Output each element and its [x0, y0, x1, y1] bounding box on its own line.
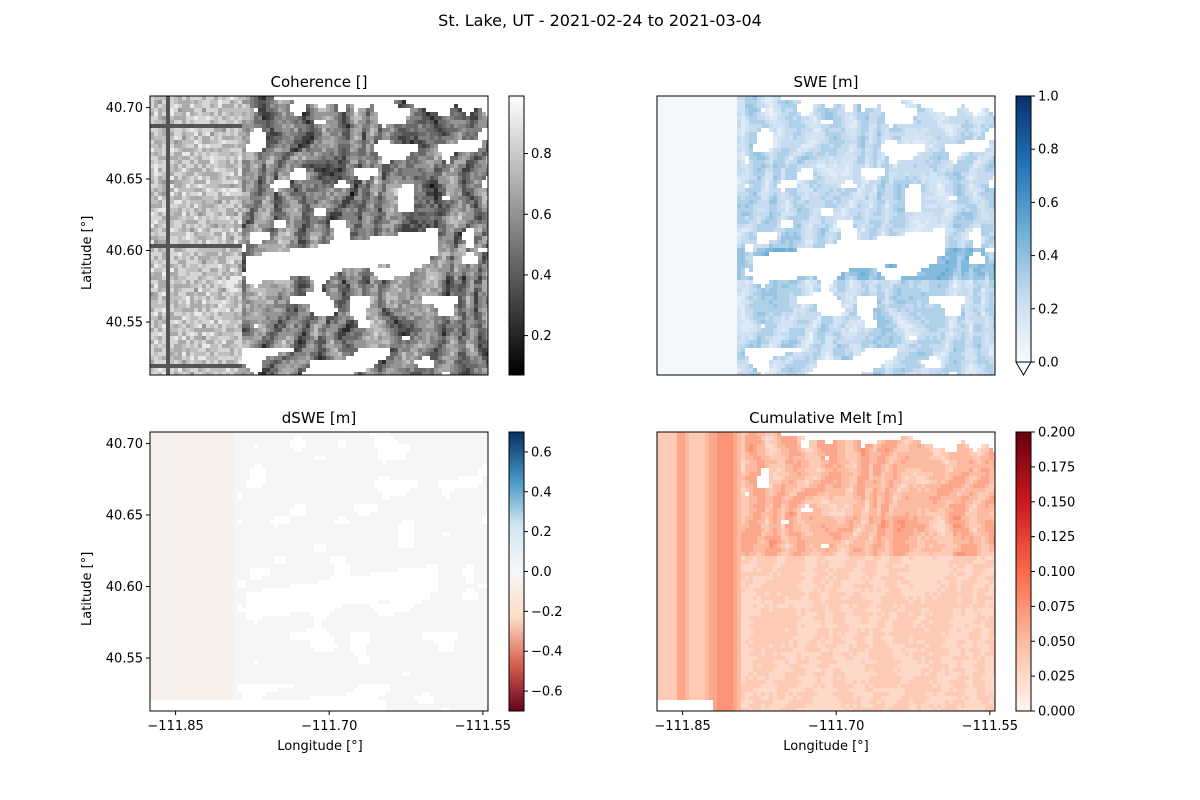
coherence-axes-frame [149, 95, 489, 376]
melt-colorbar-tick-label: 0.100 [1038, 565, 1075, 580]
swe-colorbar-extend [1015, 361, 1032, 377]
coherence-colorbar [508, 95, 525, 376]
melt-colorbar-tick-label: 0.150 [1038, 495, 1075, 510]
coherence-ytick-label: 40.65 [106, 172, 143, 187]
swe-colorbar-tick-label: 1.0 [1038, 90, 1059, 105]
swe-colorbar-tick-label: 0.8 [1038, 143, 1059, 158]
dswe-ytick-label: 40.65 [106, 508, 143, 523]
melt-xtick-label: −111.70 [808, 719, 864, 734]
melt-xtick-label: −111.55 [962, 719, 1018, 734]
dswe-colorbar-tick-label: 0.4 [531, 485, 552, 500]
figure-suptitle: St. Lake, UT - 2021-02-24 to 2021-03-04 [438, 11, 762, 30]
swe-raster [657, 96, 995, 375]
coherence-colorbar-tick-label: 0.6 [531, 208, 552, 223]
dswe-raster [150, 432, 488, 711]
melt-xlabel: Longitude [°] [783, 739, 869, 754]
dswe-colorbar [508, 431, 525, 712]
dswe-colorbar-tick-label: −0.2 [531, 605, 563, 620]
coherence-ytick-label: 40.70 [106, 101, 143, 116]
dswe-xtick-label: −111.70 [301, 719, 357, 734]
melt-colorbar-tick-label: 0.175 [1038, 460, 1075, 475]
swe-colorbar-tick-label: 0.0 [1038, 356, 1059, 371]
dswe-xlabel: Longitude [°] [277, 739, 363, 754]
coherence-ytick-label: 40.55 [106, 316, 143, 331]
dswe-title: dSWE [m] [281, 409, 357, 427]
coherence-raster [150, 96, 488, 375]
melt-title: Cumulative Melt [m] [749, 409, 903, 427]
swe-title: SWE [m] [793, 73, 859, 91]
dswe-ytick-label: 40.60 [106, 580, 143, 595]
melt-colorbar-tick-label: 0.000 [1038, 705, 1075, 720]
swe-colorbar [1015, 95, 1032, 363]
dswe-colorbar-tick-label: −0.6 [531, 685, 563, 700]
dswe-colorbar-tick-label: 0.0 [531, 565, 552, 580]
melt-colorbar-tick-label: 0.025 [1038, 670, 1075, 685]
melt-colorbar [1015, 431, 1032, 712]
dswe-ytick-label: 40.55 [106, 652, 143, 667]
swe-colorbar-tick-label: 0.2 [1038, 302, 1059, 317]
melt-colorbar-tick-label: 0.125 [1038, 530, 1075, 545]
swe-axes-frame [656, 95, 996, 376]
dswe-colorbar-tick-label: −0.4 [531, 645, 563, 660]
melt-colorbar-tick-label: 0.050 [1038, 635, 1075, 650]
melt-colorbar-tick-label: 0.200 [1038, 426, 1075, 441]
coherence-colorbar-tick-label: 0.4 [531, 268, 552, 283]
swe-colorbar-tick-label: 0.6 [1038, 196, 1059, 211]
dswe-colorbar-tick-label: 0.6 [531, 445, 552, 460]
melt-axes-frame [656, 431, 996, 712]
melt-xtick-label: −111.85 [654, 719, 710, 734]
dswe-xtick-label: −111.55 [455, 719, 511, 734]
dswe-xtick-label: −111.85 [147, 719, 203, 734]
coherence-ytick-label: 40.60 [106, 244, 143, 259]
coherence-title: Coherence [] [270, 73, 368, 91]
melt-colorbar-tick-label: 0.075 [1038, 600, 1075, 615]
dswe-colorbar-tick-label: 0.2 [531, 525, 552, 540]
coherence-colorbar-tick-label: 0.2 [531, 329, 552, 344]
melt-raster [657, 432, 995, 711]
dswe-axes-frame [149, 431, 489, 712]
dswe-ytick-label: 40.70 [106, 437, 143, 452]
coherence-colorbar-tick-label: 0.8 [531, 147, 552, 162]
swe-colorbar-tick-label: 0.4 [1038, 249, 1059, 264]
